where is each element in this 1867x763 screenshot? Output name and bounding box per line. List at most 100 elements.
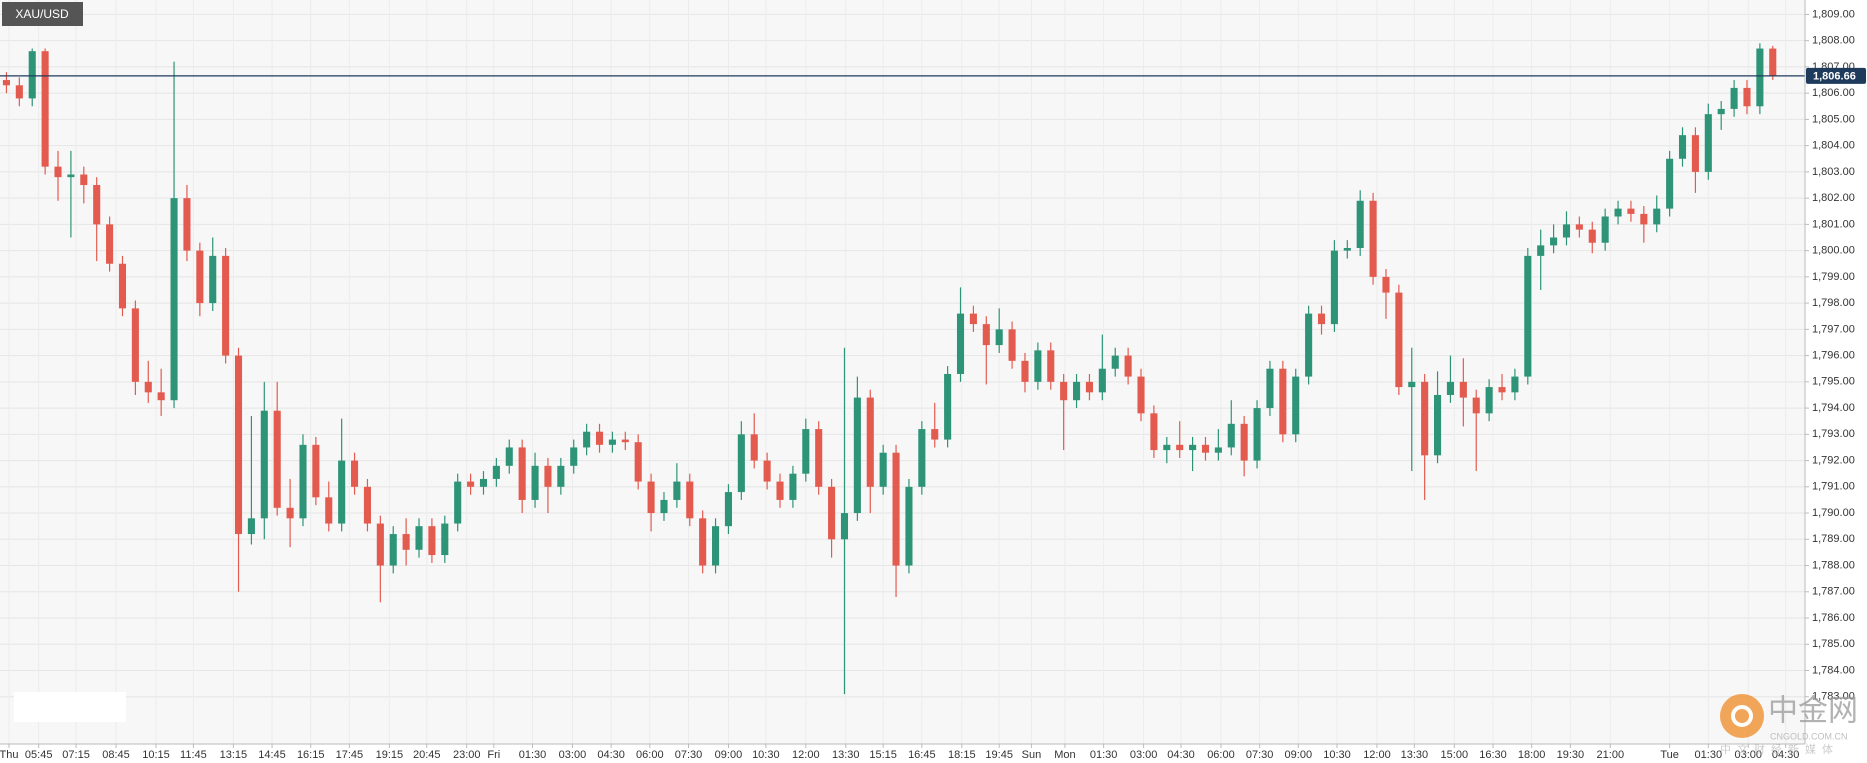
candle-body xyxy=(686,481,694,519)
candle-body xyxy=(1214,447,1222,453)
candle-body xyxy=(1627,208,1635,214)
x-tick-label: 19:45 xyxy=(985,749,1013,761)
candle-body xyxy=(144,381,152,393)
y-tick-label: 1,785.00 xyxy=(1812,638,1855,650)
candle-body xyxy=(273,410,281,508)
candle-body xyxy=(1498,387,1506,393)
x-tick-label: 04:30 xyxy=(597,749,625,761)
candle-body xyxy=(389,534,397,566)
y-tick-label: 1,806.00 xyxy=(1812,87,1855,99)
candle-body xyxy=(1653,208,1661,225)
candle-body xyxy=(944,373,952,440)
candle-body xyxy=(2,80,10,86)
candle-body xyxy=(712,526,720,566)
x-tick-label: Thu xyxy=(0,749,19,761)
candle-body xyxy=(840,513,849,540)
candle-body xyxy=(1201,444,1210,453)
candle-body xyxy=(1021,360,1029,382)
candle-body xyxy=(1575,224,1583,230)
y-tick-label: 1,784.00 xyxy=(1812,664,1855,676)
candle-body xyxy=(183,198,191,251)
y-tick-label: 1,788.00 xyxy=(1812,559,1855,571)
candle-body xyxy=(608,439,616,445)
candle-body xyxy=(1666,158,1674,209)
x-tick-label: 07:30 xyxy=(675,749,703,761)
chart-title: XAU/USD xyxy=(15,7,69,21)
y-tick-label: 1,801.00 xyxy=(1812,218,1855,230)
x-tick-label: 06:00 xyxy=(636,749,664,761)
x-tick-label: 14:45 xyxy=(258,749,286,761)
x-tick-label: 16:45 xyxy=(908,749,936,761)
y-tick-label: 1,792.00 xyxy=(1812,454,1855,466)
candle-body xyxy=(93,185,101,225)
candle-body xyxy=(956,313,965,374)
candle-body xyxy=(1266,368,1274,409)
x-tick-label: 12:00 xyxy=(792,749,820,761)
candle-body xyxy=(415,526,423,550)
symbol-badge xyxy=(2,2,83,26)
x-tick-label: 04:30 xyxy=(1167,749,1195,761)
candle-body xyxy=(80,174,88,186)
candle-body xyxy=(1614,208,1622,217)
candle-body xyxy=(518,447,526,500)
watermark-logo-mark xyxy=(1731,705,1753,727)
candle-body xyxy=(828,486,836,540)
candle-body xyxy=(28,51,36,99)
y-tick-label: 1,783.00 xyxy=(1812,691,1855,703)
x-tick-label: 10:30 xyxy=(752,749,780,761)
candle-body xyxy=(531,465,539,500)
candle-body xyxy=(634,442,642,482)
y-tick-label: 1,799.00 xyxy=(1812,271,1855,283)
x-tick-label: 13:30 xyxy=(1401,749,1429,761)
candle-body xyxy=(621,439,629,443)
watermark-logo xyxy=(1720,694,1764,738)
last-price-label: 1,806.66 xyxy=(1813,71,1856,83)
x-tick-label: 18:15 xyxy=(948,749,976,761)
y-tick-label: 1,794.00 xyxy=(1812,402,1855,414)
candle-body xyxy=(879,452,887,487)
candle-body xyxy=(1704,114,1712,172)
candle-body xyxy=(1691,135,1699,172)
candle-body xyxy=(1756,48,1764,107)
candle-body xyxy=(1562,224,1571,238)
x-tick-label: 23:00 xyxy=(453,749,481,761)
candle-body xyxy=(1601,216,1609,243)
x-tick-label: Fri xyxy=(487,749,500,761)
candle-body xyxy=(1640,213,1648,225)
candle-body xyxy=(1369,200,1377,277)
candle-body xyxy=(1137,376,1145,414)
candle-body xyxy=(1485,387,1493,414)
candle-body xyxy=(1240,423,1248,461)
candle-body xyxy=(802,429,810,474)
candle-body xyxy=(1189,444,1197,451)
candle-body xyxy=(1678,135,1687,159)
candle-body xyxy=(724,492,732,527)
candle-body xyxy=(647,481,655,514)
x-tick-label: 01:30 xyxy=(519,749,547,761)
x-tick-label: 03:00 xyxy=(1130,749,1158,761)
candle-body xyxy=(763,460,771,482)
grid xyxy=(0,0,1805,744)
candle-body xyxy=(1292,376,1300,435)
candle-body xyxy=(402,534,410,550)
candle-body xyxy=(54,166,62,178)
candle-body xyxy=(41,51,49,167)
candle-body xyxy=(118,263,127,309)
candle-body xyxy=(1356,200,1364,248)
x-tick-label: 19:30 xyxy=(1557,749,1585,761)
last-price-box xyxy=(1806,67,1866,84)
x-tick-label: 16:30 xyxy=(1479,749,1507,761)
candle-body xyxy=(492,465,500,479)
watermark-slogan: 中文财经新媒体 xyxy=(1720,742,1839,756)
x-tick-label: 01:30 xyxy=(1090,749,1118,761)
x-tick-label: 09:00 xyxy=(1285,749,1313,761)
y-tick-label: 1,805.00 xyxy=(1812,113,1855,125)
y-tick-label: 1,795.00 xyxy=(1812,376,1855,388)
candle-body xyxy=(1717,108,1725,115)
candle-body xyxy=(570,447,578,466)
candle-body xyxy=(1098,368,1106,393)
candle-body xyxy=(1073,381,1081,401)
candle-body xyxy=(1176,444,1184,451)
